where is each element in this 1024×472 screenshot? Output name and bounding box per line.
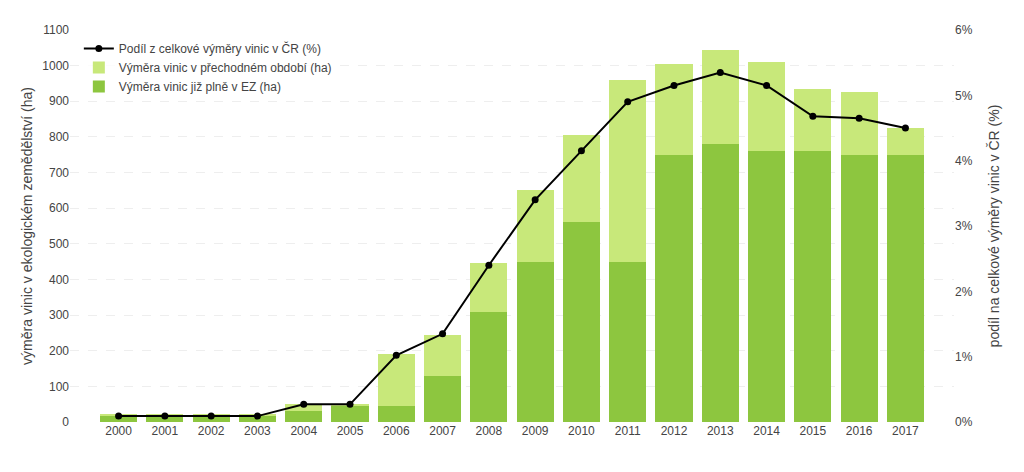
svg-text:2002: 2002 — [198, 424, 225, 438]
svg-text:1%: 1% — [955, 350, 973, 364]
svg-text:1100: 1100 — [43, 23, 69, 37]
svg-text:0: 0 — [62, 415, 69, 429]
svg-text:400: 400 — [49, 273, 69, 287]
svg-text:2011: 2011 — [615, 424, 641, 438]
svg-text:600: 600 — [49, 201, 69, 215]
svg-text:2016: 2016 — [846, 424, 873, 438]
svg-text:2003: 2003 — [244, 424, 271, 438]
svg-text:2007: 2007 — [429, 424, 456, 438]
svg-text:2013: 2013 — [707, 424, 734, 438]
svg-text:2009: 2009 — [522, 424, 549, 438]
svg-text:0%: 0% — [955, 415, 973, 429]
svg-text:podíl na celkové výměry vinic: podíl na celkové výměry vinic v ČR (%) — [986, 105, 1002, 348]
svg-text:Výměra vinic v přechodném obdo: Výměra vinic v přechodném období (ha) — [119, 61, 332, 75]
svg-text:3%: 3% — [955, 219, 973, 233]
svg-text:300: 300 — [49, 308, 69, 322]
svg-text:2005: 2005 — [337, 424, 364, 438]
svg-text:2006: 2006 — [383, 424, 410, 438]
svg-text:1000: 1000 — [42, 59, 69, 73]
svg-text:2017: 2017 — [892, 424, 919, 438]
svg-text:Podíl z celkové výměry vinic v: Podíl z celkové výměry vinic v ČR (%) — [119, 41, 321, 56]
svg-text:500: 500 — [49, 237, 69, 251]
svg-text:2008: 2008 — [476, 424, 503, 438]
svg-text:800: 800 — [49, 130, 69, 144]
svg-text:Výměra vinic již plně v EZ (ha: Výměra vinic již plně v EZ (ha) — [119, 80, 281, 94]
svg-text:700: 700 — [49, 166, 69, 180]
svg-text:2004: 2004 — [290, 424, 317, 438]
svg-text:2000: 2000 — [105, 424, 132, 438]
svg-text:5%: 5% — [955, 89, 973, 103]
svg-text:2014: 2014 — [753, 424, 780, 438]
svg-text:výměra vinic v ekologickém zem: výměra vinic v ekologickém zemědělství (… — [19, 87, 35, 365]
svg-text:2010: 2010 — [568, 424, 595, 438]
svg-text:2%: 2% — [955, 285, 973, 299]
svg-text:6%: 6% — [955, 23, 973, 37]
svg-text:900: 900 — [49, 94, 69, 108]
svg-text:2012: 2012 — [661, 424, 688, 438]
svg-text:2001: 2001 — [152, 424, 179, 438]
svg-text:100: 100 — [49, 380, 69, 394]
svg-text:4%: 4% — [955, 154, 973, 168]
svg-text:200: 200 — [49, 344, 69, 358]
svg-text:2015: 2015 — [799, 424, 826, 438]
